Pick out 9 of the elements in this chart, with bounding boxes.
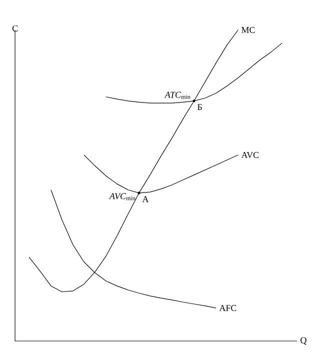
annotation: ATC$_{min}$ bbox=[164, 92, 190, 99]
series-label: AFC bbox=[219, 305, 236, 312]
x-axis-title: Q bbox=[300, 337, 307, 345]
annotation: A bbox=[142, 196, 149, 202]
annotation: AVC$_{min}$ bbox=[108, 193, 136, 200]
y-axis-title: C bbox=[12, 25, 18, 32]
series-label: MC bbox=[242, 26, 255, 34]
annotation: Б bbox=[198, 104, 202, 110]
series-label: AVC bbox=[241, 152, 259, 158]
